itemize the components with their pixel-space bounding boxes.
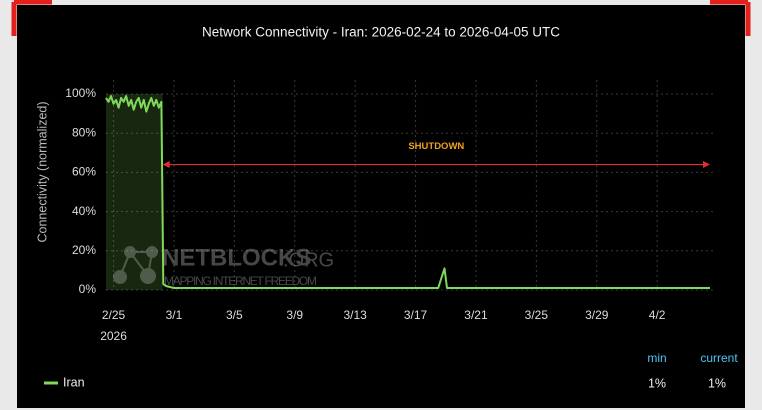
x-tick-label: 4/2 xyxy=(649,308,666,322)
arrow-head xyxy=(703,161,710,169)
stat-header: min xyxy=(647,351,666,365)
y-tick-label: 0% xyxy=(79,282,97,296)
series-line xyxy=(105,95,710,289)
x-tick-label: 3/5 xyxy=(226,308,243,322)
y-tick-label: 40% xyxy=(72,204,96,218)
x-tick-label: 3/25 xyxy=(525,308,549,322)
stat-header: current xyxy=(700,351,738,365)
x-tick-label: 3/1 xyxy=(166,308,183,322)
corner-mark xyxy=(710,0,751,36)
y-tick-label: 100% xyxy=(65,86,96,100)
x-tick-label: 3/21 xyxy=(464,308,488,322)
corner-mark xyxy=(11,0,52,36)
x-tick-label: 3/17 xyxy=(404,308,428,322)
watermark-name: NETBLOCKS xyxy=(162,244,311,271)
legend-label: Iran xyxy=(63,375,85,389)
y-tick-label: 60% xyxy=(72,165,96,179)
stat-value: 1% xyxy=(648,376,666,390)
watermark: NETBLOCKS .ORG MAPPING INTERNET FREEDOM xyxy=(113,244,334,288)
arrow-head xyxy=(162,161,170,169)
watermark-tagline: MAPPING INTERNET FREEDOM xyxy=(164,274,317,288)
x-tick-label: 3/13 xyxy=(343,308,367,322)
annotation-text: SHUTDOWN xyxy=(408,141,464,152)
x-year-label: 2026 xyxy=(100,329,127,343)
y-tick-label: 80% xyxy=(72,125,96,139)
x-tick-label: 3/9 xyxy=(286,308,303,322)
watermark-suffix: .ORG xyxy=(283,249,334,271)
x-tick-label: 3/29 xyxy=(585,308,609,322)
y-tick-label: 20% xyxy=(72,243,96,257)
x-tick-label: 2/25 xyxy=(102,308,126,322)
stat-value: 1% xyxy=(708,376,726,390)
chart-title: Network Connectivity - Iran: 2026-02-24 … xyxy=(202,25,560,40)
y-axis-label: Connectivity (normalized) xyxy=(35,101,49,242)
panel xyxy=(17,5,745,408)
highlight-region xyxy=(106,94,163,290)
